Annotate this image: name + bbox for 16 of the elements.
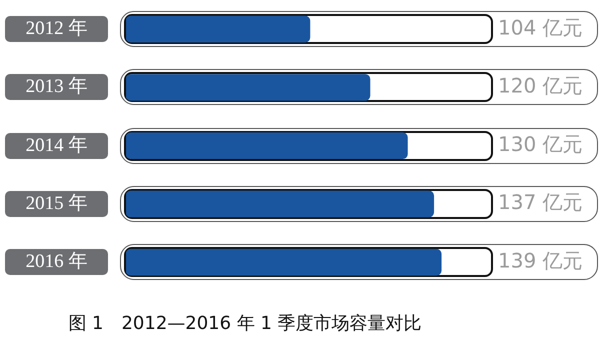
y-tick-label: 2015 年 bbox=[26, 192, 88, 214]
data-label: 137 亿元 bbox=[498, 190, 583, 214]
label-box: 2014 年 bbox=[5, 132, 108, 159]
data-label: 130 亿元 bbox=[498, 132, 583, 156]
data-label: 104 亿元 bbox=[498, 15, 583, 40]
y-tick-label: 2012 年 bbox=[26, 18, 88, 40]
label-box: 2012 年 bbox=[5, 16, 108, 42]
text: 图 1 2012—2016 年 1 季度市场容量对比 bbox=[68, 312, 422, 334]
data-label: 139 亿元 bbox=[498, 248, 583, 272]
y-tick-label: 2016 年 bbox=[26, 251, 88, 272]
label-box: 2016 年 bbox=[5, 249, 108, 276]
label-box: 2015 年 bbox=[5, 190, 108, 217]
y-tick-label: 2013 年 bbox=[26, 76, 88, 98]
y-tick-label: 2014 年 bbox=[26, 134, 88, 156]
label-box: 2013 年 bbox=[5, 74, 108, 100]
data-label: 120 亿元 bbox=[498, 74, 583, 98]
